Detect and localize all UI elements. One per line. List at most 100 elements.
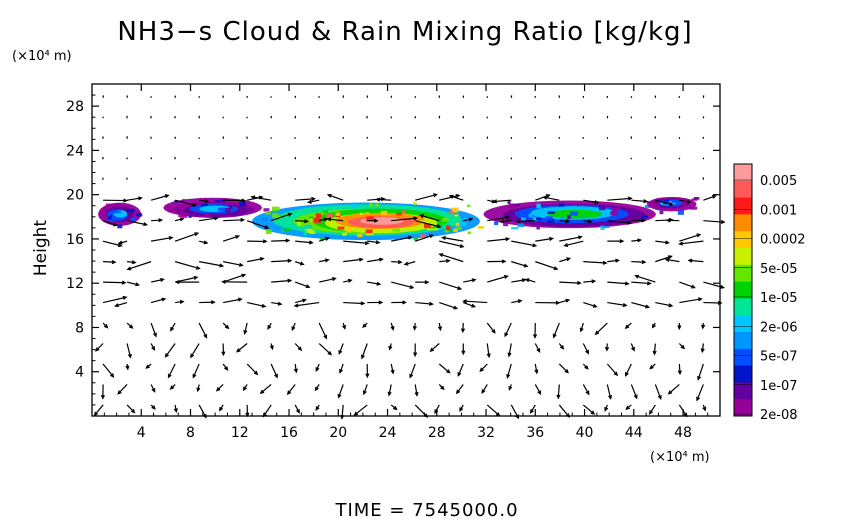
wind-vector-head bbox=[375, 240, 381, 245]
wind-vector-head bbox=[153, 332, 157, 338]
wind-vector bbox=[295, 220, 308, 222]
colorbar-label: 5e-05 bbox=[760, 262, 798, 277]
wind-vector-head bbox=[269, 345, 274, 351]
wind-vector-head bbox=[492, 199, 498, 204]
wind-vector-head bbox=[652, 350, 657, 356]
wind-vector bbox=[150, 322, 157, 337]
wind-vector-head bbox=[613, 371, 619, 377]
cloud-cell bbox=[117, 224, 123, 229]
wind-vector-head bbox=[651, 323, 656, 329]
y-tick-label: 4 bbox=[75, 365, 84, 381]
cloud-cell bbox=[108, 215, 112, 220]
wind-vector bbox=[294, 404, 300, 413]
wind-vector bbox=[167, 363, 176, 378]
wind-vector-head bbox=[204, 199, 210, 204]
wind-vector-head bbox=[168, 235, 174, 241]
wind-vector-head bbox=[441, 235, 446, 241]
wind-vector bbox=[115, 301, 128, 307]
wind-vector-head bbox=[407, 235, 413, 240]
wind-vector-head bbox=[701, 324, 706, 330]
cloud-cell bbox=[210, 213, 219, 218]
wind-vector bbox=[126, 281, 139, 286]
wind-vector-head bbox=[505, 215, 511, 220]
wind-vector-head bbox=[277, 301, 283, 306]
wind-vector-head bbox=[634, 274, 640, 279]
wind-vector-head bbox=[364, 241, 370, 246]
wind-vector bbox=[653, 343, 656, 355]
wind-vector bbox=[668, 384, 680, 395]
wind-vector bbox=[246, 363, 258, 375]
cloud-cell bbox=[392, 228, 401, 232]
cloud-cell bbox=[413, 237, 419, 241]
cloud-cell bbox=[359, 212, 364, 215]
wind-vector-head bbox=[696, 233, 702, 238]
wind-vector-head bbox=[324, 258, 330, 263]
wind-vector bbox=[439, 260, 450, 263]
wind-vector bbox=[434, 404, 440, 414]
cloud-cell bbox=[446, 225, 451, 231]
cloud-cell bbox=[346, 227, 352, 233]
wind-vector-head bbox=[641, 260, 647, 265]
cloud-cell bbox=[444, 229, 449, 233]
wind-vector-head bbox=[529, 409, 534, 414]
wind-vector-head bbox=[360, 301, 366, 306]
wind-vector-head bbox=[680, 344, 685, 350]
cloud-cell bbox=[305, 229, 313, 233]
wind-vector-head bbox=[111, 260, 117, 265]
wind-vector-head bbox=[508, 386, 513, 391]
wind-vector-head bbox=[668, 255, 673, 260]
wind-vector bbox=[363, 384, 368, 395]
wind-vector-head bbox=[159, 277, 165, 283]
wind-vector bbox=[511, 279, 526, 283]
wind-vector-head bbox=[584, 365, 589, 370]
wind-vector bbox=[631, 199, 647, 203]
wind-vector-head bbox=[173, 408, 178, 414]
wind-vector-head bbox=[311, 196, 316, 202]
wind-vector-head bbox=[563, 242, 569, 247]
wind-vector-head bbox=[446, 369, 451, 374]
cloud-cell bbox=[653, 203, 660, 207]
wind-vector-head bbox=[717, 300, 723, 305]
wind-vector-head bbox=[259, 257, 265, 262]
wind-vector-head bbox=[127, 353, 132, 359]
cloud-cell bbox=[214, 200, 220, 203]
wind-vector bbox=[486, 343, 490, 357]
wind-vector-head bbox=[459, 407, 464, 412]
colorbar-swatch bbox=[734, 298, 752, 316]
wind-vector-head bbox=[564, 369, 569, 374]
cloud-cell bbox=[513, 203, 521, 206]
wind-vector bbox=[530, 404, 536, 414]
wind-vector-head bbox=[457, 372, 462, 377]
cloud-cell bbox=[424, 223, 432, 229]
wind-vector bbox=[583, 199, 598, 204]
wind-vector bbox=[295, 198, 315, 201]
wind-vector-head bbox=[697, 297, 703, 302]
wind-vector bbox=[559, 236, 582, 242]
wind-vector-head bbox=[646, 281, 652, 286]
colorbar-swatch bbox=[734, 248, 752, 266]
x-tick-label: 32 bbox=[477, 425, 495, 441]
wind-vector bbox=[655, 199, 673, 206]
wind-vector-head bbox=[459, 244, 465, 249]
wind-vector bbox=[630, 384, 638, 399]
wind-vector-head bbox=[577, 235, 583, 240]
wind-vector-head bbox=[243, 329, 248, 335]
cloud-cell bbox=[693, 196, 700, 200]
wind-vector-head bbox=[437, 326, 443, 332]
wind-vector bbox=[318, 343, 332, 355]
wind-vector-head bbox=[627, 196, 633, 201]
cloud-cell bbox=[176, 208, 180, 213]
wind-vector bbox=[481, 384, 488, 394]
colorbar-swatch bbox=[734, 348, 752, 367]
wind-vector-head bbox=[677, 325, 682, 331]
colorbar-swatch bbox=[734, 164, 752, 182]
wind-vector bbox=[607, 220, 631, 224]
cloud-cell bbox=[610, 211, 617, 216]
wind-vector bbox=[655, 301, 673, 307]
wind-vector bbox=[415, 220, 441, 228]
wind-vector bbox=[535, 261, 558, 270]
wind-vector-head bbox=[479, 367, 484, 373]
wind-vector bbox=[251, 196, 272, 201]
wind-vector-head bbox=[592, 303, 598, 308]
wind-vector bbox=[558, 363, 569, 373]
